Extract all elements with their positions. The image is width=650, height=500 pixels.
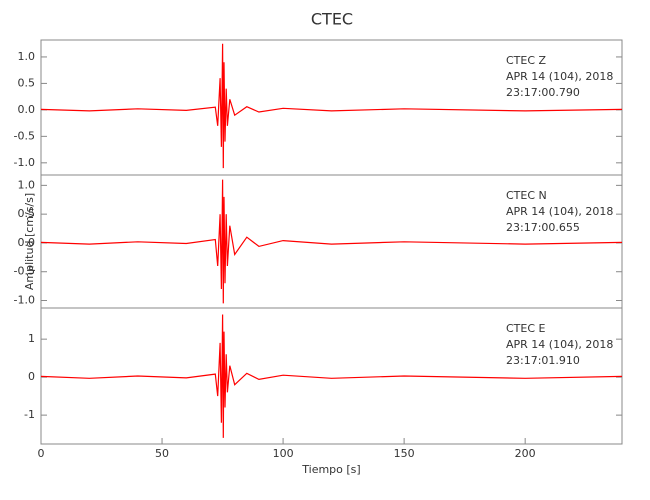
y-tick-label: 0.5 [18,76,36,89]
waveform [40,43,623,169]
x-tick-label: 150 [394,447,415,460]
annotation: CTEC N [506,189,547,202]
panel-frame [40,307,623,445]
annotation: 23:17:00.655 [506,221,580,234]
annotation: CTEC Z [506,54,547,67]
y-tick-label: 1.0 [18,178,36,191]
y-tick-label: 0.0 [18,103,36,116]
waveform [40,314,623,438]
x-tick-label: 0 [38,447,45,460]
y-tick-label: 0.5 [18,207,36,220]
y-tick-label: -1.0 [14,294,35,307]
annotation: 23:17:00.790 [506,86,580,99]
y-tick-label: 1 [28,332,35,345]
y-tick-label: -1 [24,408,35,421]
annotation: APR 14 (104), 2018 [506,205,613,218]
y-tick-label: -0.5 [14,129,35,142]
waveform [40,179,623,304]
annotation: CTEC E [506,322,546,335]
y-tick-label: 0.0 [18,236,36,249]
x-axis-label: Tiempo [s] [301,463,360,476]
annotation: 23:17:01.910 [506,354,580,367]
y-tick-label: 1.0 [18,50,36,63]
x-tick-label: 100 [273,447,294,460]
y-tick-label: -0.5 [14,265,35,278]
x-tick-label: 50 [155,447,169,460]
y-tick-label: 0 [28,370,35,383]
y-tick-label: -1.0 [14,156,35,169]
annotation: APR 14 (104), 2018 [506,70,613,83]
y-axis-label: Amplitud [cm/s/s] [23,193,36,290]
x-tick-label: 200 [515,447,536,460]
chart-title: CTEC [311,10,353,29]
annotation: APR 14 (104), 2018 [506,338,613,351]
